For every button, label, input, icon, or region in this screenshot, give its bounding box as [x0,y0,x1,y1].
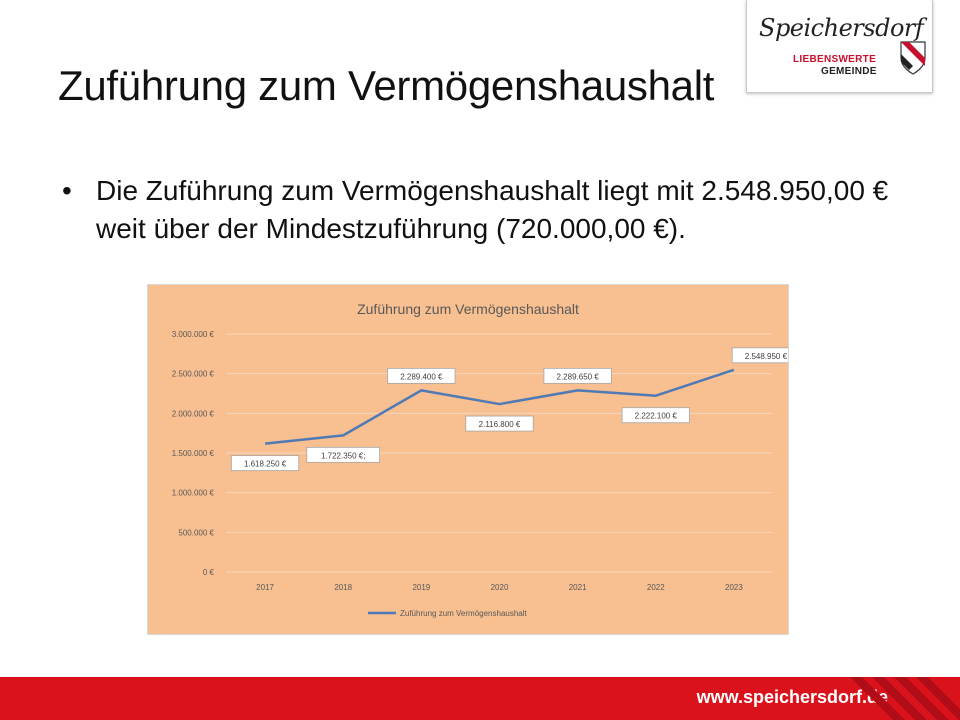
y-tick-label: 1.500.000 € [172,449,215,458]
data-label: 1.722.350 €; [321,451,365,460]
x-tick-label: 2018 [334,583,352,592]
logo-tagline-2: GEMEINDE [821,66,877,77]
data-label-box [230,455,300,472]
logo-tagline-1: LIEBENSWERTE [793,54,877,65]
bullet-text: Die Zuführung zum Vermögenshaushalt lieg… [96,175,889,244]
chart-title: Zuführung zum Vermögenshaushalt [357,301,579,317]
y-tick-label: 0 € [203,568,215,577]
x-tick-label: 2019 [412,583,430,592]
legend-label: Zuführung zum Vermögenshaushalt [400,609,528,618]
chart-canvas: Zuführung zum Vermögenshaushalt 0 € 500.00… [172,301,788,618]
series-line [264,368,735,445]
data-label: 2.548.950 € [745,352,788,361]
data-label: 2.289.650 € [557,372,600,381]
x-tick-label: 2017 [256,583,274,592]
x-tick-label: 2021 [569,583,587,592]
data-label-box [543,367,612,384]
footer-bar: www.speichersdorf.de [0,677,960,720]
x-tick-label: 2020 [491,583,509,592]
slide-title: Zuführung zum Vermögenshaushalt [58,62,715,109]
data-label: 2.222.100 € [635,412,678,421]
data-label-box [387,367,456,384]
data-label-box [465,415,534,432]
footer-stripes-decoration [850,677,960,720]
data-label: 2.116.800 € [479,420,521,429]
data-label: 2.289.400 € [400,372,443,381]
y-tick-label: 1.000.000 € [172,489,215,498]
x-tick-label: 2022 [647,583,665,592]
y-tick-label: 3.000.000 € [172,330,215,339]
x-tick-label: 2023 [725,583,743,592]
logo-name: Speichersdorf [759,14,924,42]
data-label-box [306,446,381,463]
coat-of-arms-icon [900,41,926,75]
y-tick-label: 2.500.000 € [172,370,215,379]
municipality-logo: Speichersdorf LIEBENSWERTE GEMEINDE [746,0,933,93]
y-tick-label: 2.000.000 € [172,409,215,418]
data-label: 1.618.250 € [244,460,287,469]
y-tick-label: 500.000 € [178,528,214,537]
line-chart: Zuführung zum Vermögenshaushalt 0 € 500.00… [147,284,789,635]
data-label-box [621,407,690,424]
data-label-box [731,347,788,364]
bullet-marker: • [62,175,72,206]
website-link[interactable]: www.speichersdorf.de [696,687,888,707]
